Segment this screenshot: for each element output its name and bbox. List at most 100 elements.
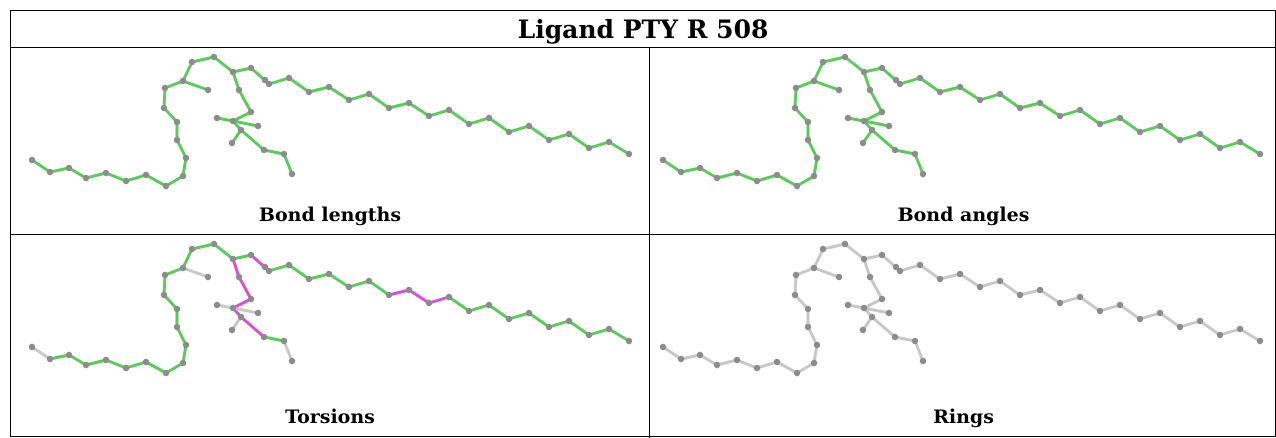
- atom: [525, 122, 533, 130]
- atom: [810, 77, 818, 85]
- atom: [325, 83, 333, 91]
- atom: [1256, 337, 1264, 345]
- atom: [844, 114, 852, 122]
- bond: [487, 116, 511, 134]
- bond: [231, 119, 260, 128]
- bond: [755, 360, 779, 370]
- bond: [1238, 327, 1262, 343]
- bond: [587, 327, 611, 337]
- atom: [896, 267, 904, 275]
- bond: [347, 279, 371, 289]
- atom: [1156, 122, 1164, 130]
- atom: [733, 356, 741, 364]
- bond: [862, 110, 884, 123]
- atom: [445, 293, 453, 301]
- atom: [235, 273, 243, 281]
- atom: [860, 304, 868, 312]
- atom: [254, 309, 262, 317]
- atom: [892, 263, 900, 271]
- atom: [247, 295, 255, 303]
- bond: [267, 76, 291, 86]
- atom: [1016, 291, 1024, 299]
- atom: [265, 267, 273, 275]
- atom: [173, 305, 181, 313]
- atom: [445, 106, 453, 114]
- atom: [804, 323, 812, 331]
- bond: [164, 361, 185, 375]
- atom: [1036, 99, 1044, 107]
- atom: [1176, 323, 1184, 331]
- atom: [188, 58, 196, 66]
- bond: [181, 266, 210, 279]
- atom: [65, 351, 73, 359]
- bond: [1158, 311, 1182, 329]
- bond: [84, 358, 108, 367]
- atom: [976, 96, 984, 104]
- bond: [239, 315, 266, 339]
- atom: [791, 104, 799, 112]
- molecule-rings: [659, 240, 1264, 377]
- bond: [527, 124, 551, 142]
- bond: [84, 171, 108, 180]
- atom: [916, 261, 924, 269]
- atom: [82, 361, 90, 369]
- atom: [819, 58, 827, 66]
- bond: [1198, 132, 1222, 150]
- atom: [810, 172, 818, 180]
- bond: [347, 92, 371, 102]
- atom: [28, 343, 36, 351]
- bond: [1158, 124, 1182, 142]
- atom: [659, 343, 667, 351]
- bond: [812, 266, 841, 279]
- bond: [407, 288, 431, 305]
- atom: [810, 359, 818, 367]
- bond: [661, 158, 683, 174]
- bond: [262, 335, 286, 343]
- bond: [843, 55, 866, 74]
- panel-caption-rings: Rings: [933, 406, 994, 428]
- bond: [67, 166, 88, 180]
- atom: [1096, 307, 1104, 315]
- atom: [229, 68, 237, 76]
- atom: [919, 357, 927, 365]
- atom: [28, 156, 36, 164]
- bond: [862, 306, 891, 315]
- row-divider: [11, 234, 1276, 235]
- atom: [229, 304, 237, 312]
- atom: [505, 315, 513, 323]
- bond: [735, 171, 759, 183]
- atom: [868, 313, 876, 321]
- atom: [210, 240, 218, 248]
- bond: [821, 242, 847, 251]
- atom: [1196, 317, 1204, 325]
- bond: [812, 247, 825, 270]
- bond: [1198, 319, 1222, 337]
- atom: [713, 174, 721, 182]
- bond: [1218, 140, 1242, 150]
- atom: [173, 136, 181, 144]
- bond: [1138, 124, 1162, 134]
- bond: [124, 360, 148, 370]
- bond: [958, 272, 982, 289]
- atom: [122, 364, 130, 372]
- atom: [142, 171, 150, 179]
- bond: [893, 335, 917, 343]
- panel-caption-torsions: Torsions: [285, 406, 375, 428]
- atom: [545, 136, 553, 144]
- atom: [405, 286, 413, 294]
- atom: [625, 150, 633, 158]
- atom: [162, 369, 170, 377]
- atom: [525, 309, 533, 317]
- bond: [190, 242, 216, 251]
- bond: [447, 295, 471, 313]
- atom: [625, 337, 633, 345]
- bond: [794, 79, 816, 90]
- atom: [265, 80, 273, 88]
- bond: [607, 140, 631, 156]
- atom: [247, 108, 255, 116]
- atom: [891, 333, 899, 341]
- bond: [181, 247, 194, 270]
- bond: [387, 288, 411, 297]
- bond: [307, 272, 331, 281]
- bond: [1118, 303, 1142, 321]
